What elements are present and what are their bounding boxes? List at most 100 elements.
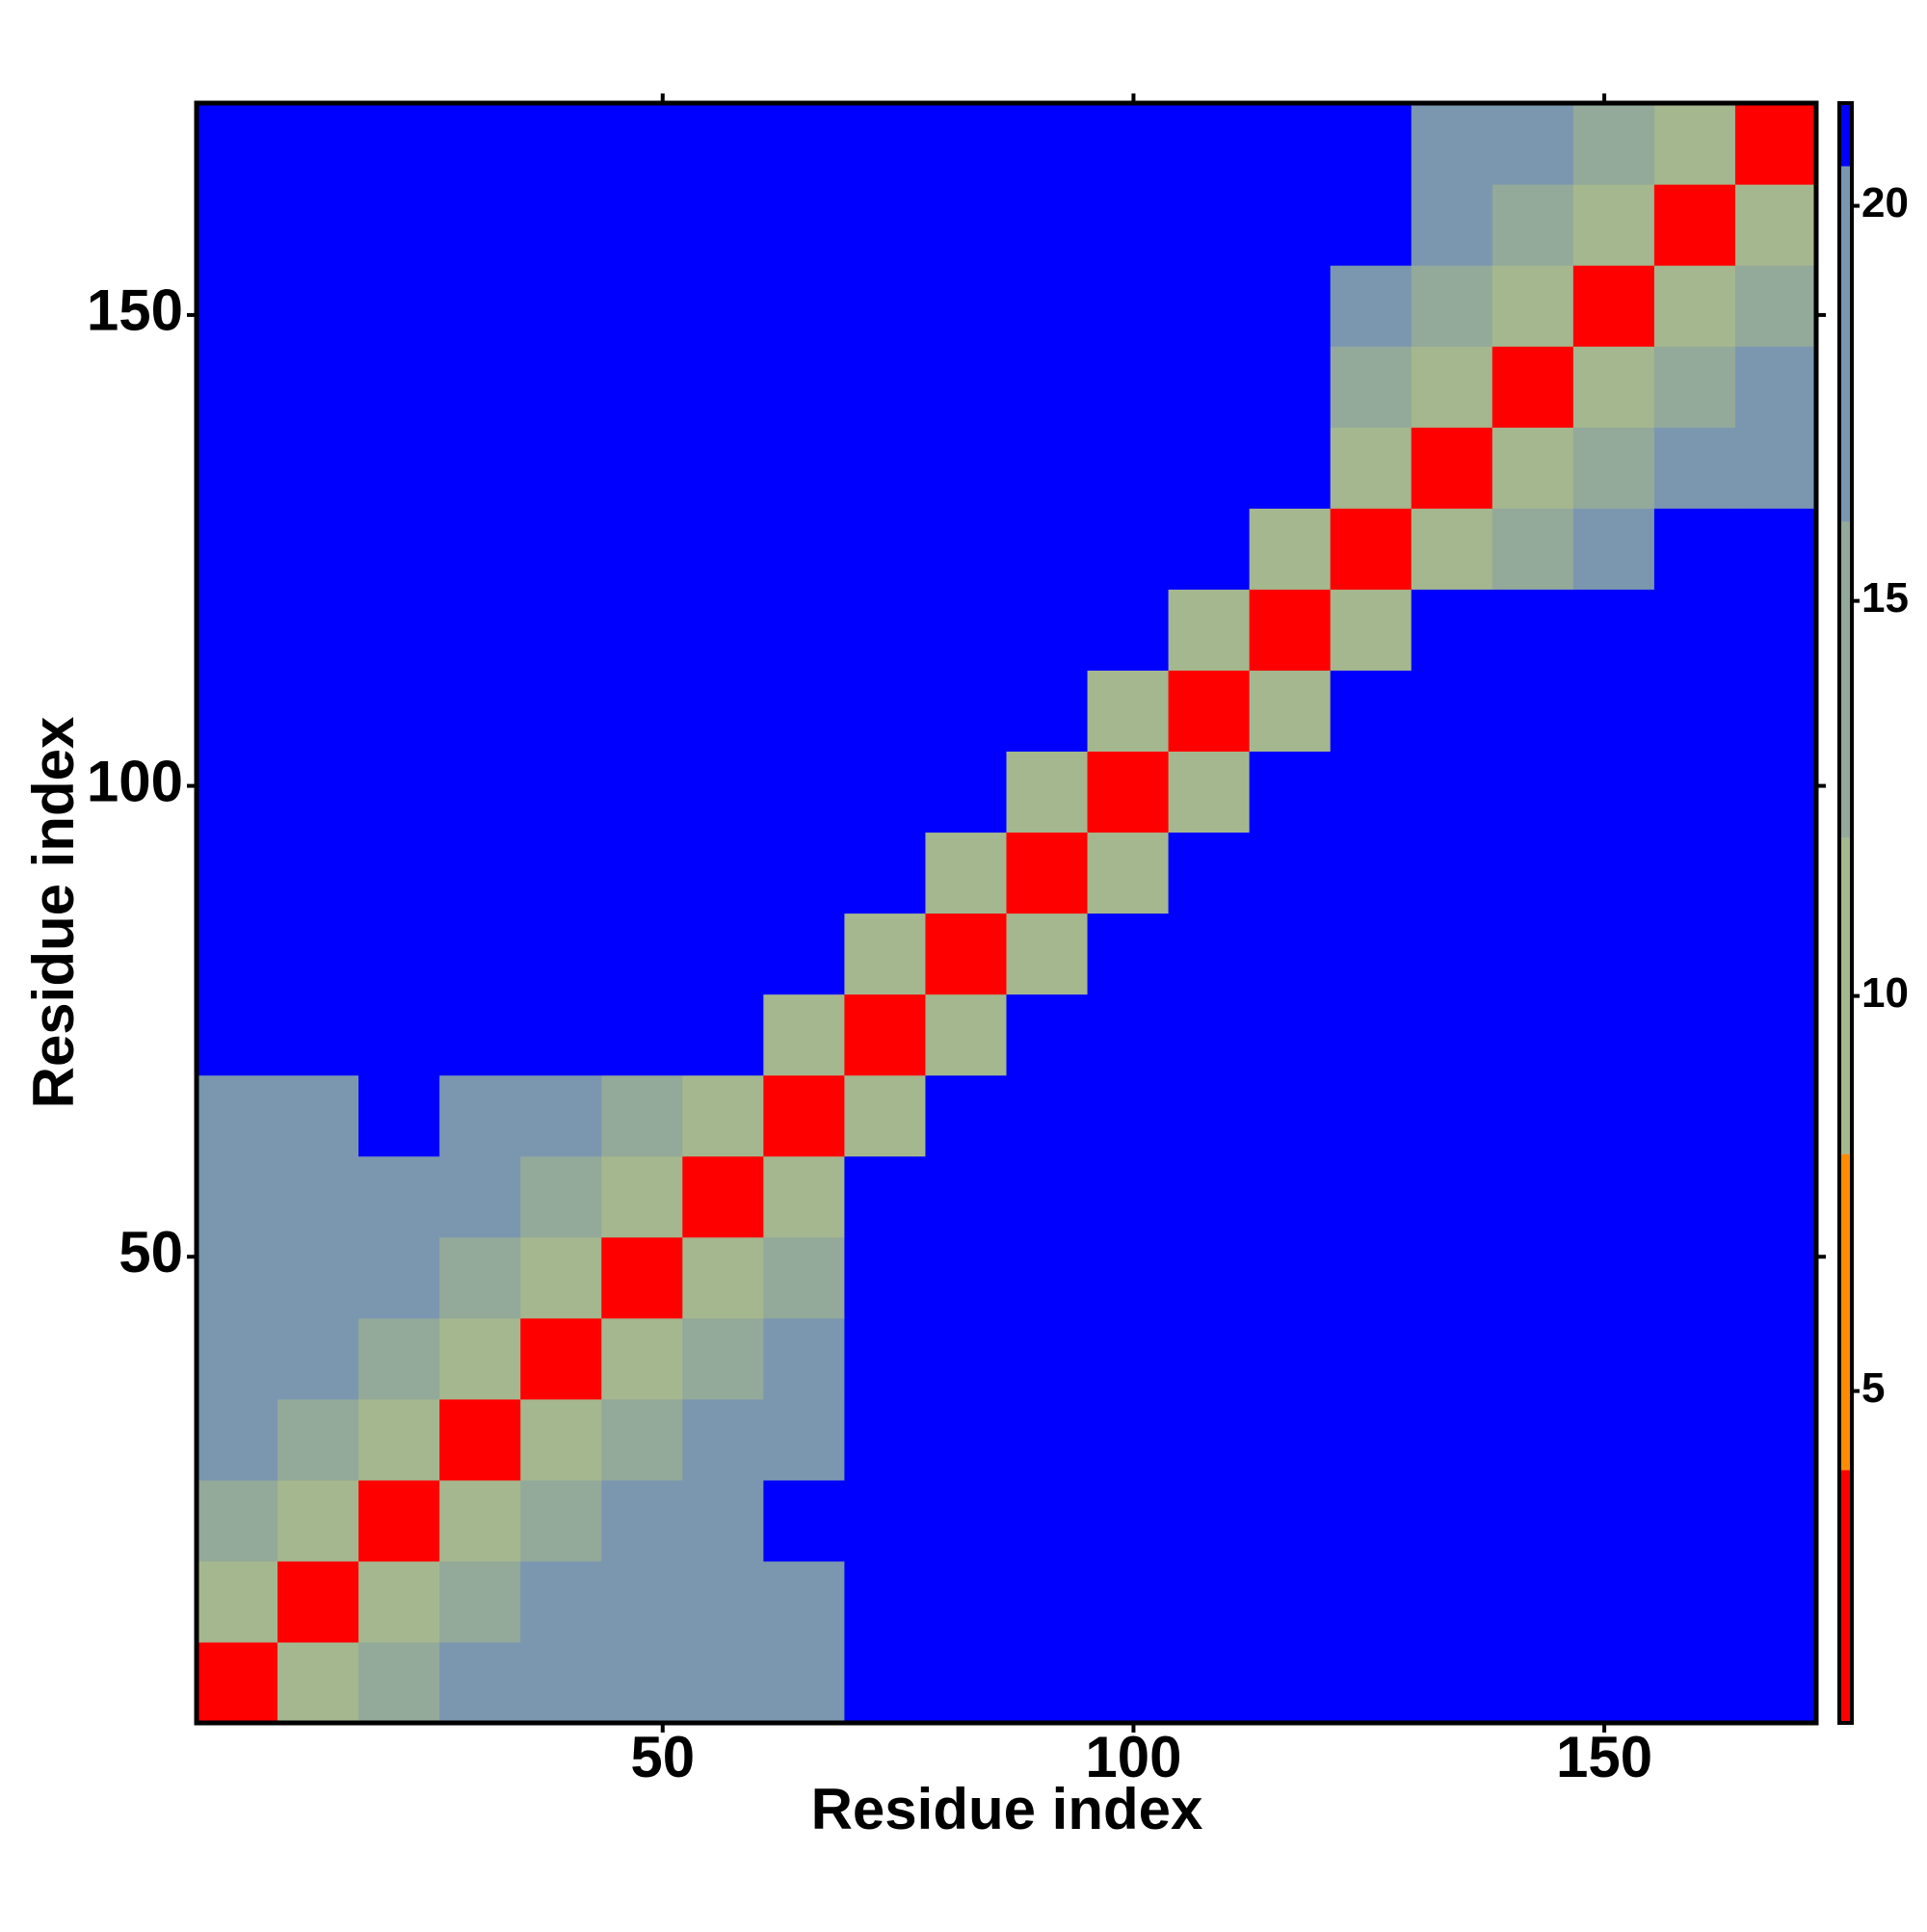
- heatmap-cell: [601, 913, 683, 995]
- heatmap-cell: [925, 1479, 1008, 1562]
- heatmap-cell: [1653, 427, 1736, 509]
- heatmap-cell: [1168, 832, 1251, 914]
- heatmap-cell: [1411, 103, 1493, 185]
- heatmap-cell: [1411, 346, 1493, 428]
- heatmap-cell: [763, 1074, 845, 1157]
- heatmap-cell: [1249, 1641, 1332, 1724]
- heatmap-cell: [197, 1398, 278, 1481]
- heatmap-cell: [601, 1074, 683, 1157]
- heatmap-cell: [358, 508, 440, 590]
- heatmap-cell: [197, 1479, 278, 1562]
- colorbar-band: [1839, 521, 1852, 838]
- heatmap-cell: [358, 589, 440, 671]
- heatmap-cell: [197, 346, 278, 428]
- heatmap-cell: [439, 508, 521, 590]
- heatmap-cell: [844, 427, 927, 509]
- heatmap-cell: [277, 993, 359, 1076]
- heatmap-cell: [358, 1560, 440, 1643]
- colorbar-band: [1839, 837, 1852, 1154]
- heatmap-cell: [520, 913, 602, 995]
- heatmap-cell: [277, 1560, 359, 1643]
- heatmap-cell: [844, 993, 927, 1076]
- heatmap-cell: [601, 508, 683, 590]
- heatmap-cell: [763, 184, 845, 266]
- heatmap-cell: [1491, 993, 1574, 1076]
- heatmap-cell: [682, 508, 764, 590]
- heatmap-cell: [277, 1398, 359, 1481]
- heatmap-cell: [1572, 1560, 1655, 1643]
- heatmap-cell: [1572, 1479, 1655, 1562]
- heatmap-cell: [1330, 265, 1412, 347]
- heatmap-cell: [1653, 993, 1736, 1076]
- heatmap-cell: [1006, 993, 1089, 1076]
- x-tick-label: 150: [1556, 1725, 1652, 1789]
- heatmap-cell: [1006, 1317, 1089, 1400]
- heatmap-cell: [1491, 1641, 1574, 1724]
- heatmap-cell: [1491, 832, 1574, 914]
- heatmap-cell: [1006, 1155, 1089, 1238]
- heatmap-cell: [763, 103, 845, 185]
- heatmap-cell: [520, 1479, 602, 1562]
- heatmap-cell: [277, 1317, 359, 1400]
- colorbar-band: [1839, 1469, 1852, 1723]
- heatmap-cell: [1411, 913, 1493, 995]
- heatmap-cell: [1411, 751, 1493, 834]
- heatmap-cell: [1572, 508, 1655, 590]
- heatmap-cell: [1411, 1074, 1493, 1157]
- x-axis-title: Residue index: [811, 1777, 1203, 1841]
- heatmap-cell: [1168, 346, 1251, 428]
- heatmap-cell: [1411, 1398, 1493, 1481]
- heatmap-cell: [1330, 1155, 1412, 1238]
- heatmap-cell: [1734, 670, 1817, 752]
- heatmap-cell: [1653, 1479, 1736, 1562]
- heatmap-cell: [682, 1560, 764, 1643]
- heatmap-cell: [439, 1398, 521, 1481]
- heatmap-cell: [1249, 1155, 1332, 1238]
- heatmap-cell: [520, 832, 602, 914]
- heatmap-cell: [358, 346, 440, 428]
- heatmap-cell: [1330, 427, 1412, 509]
- heatmap-cell: [197, 1317, 278, 1400]
- heatmap-cell: [763, 1560, 845, 1643]
- heatmap-cell: [1330, 1479, 1412, 1562]
- heatmap-cell: [277, 184, 359, 266]
- heatmap-cell: [763, 508, 845, 590]
- heatmap-cell: [1006, 913, 1089, 995]
- heatmap-cell: [763, 589, 845, 671]
- heatmap-cell: [1653, 1155, 1736, 1238]
- heatmap-cell: [763, 1398, 845, 1481]
- heatmap-cell: [439, 913, 521, 995]
- heatmap-cell: [844, 832, 927, 914]
- heatmap-cell: [682, 1155, 764, 1238]
- heatmap-cell: [1168, 184, 1251, 266]
- heatmap-cell: [1249, 670, 1332, 752]
- heatmap-cell: [1653, 751, 1736, 834]
- heatmap-cell: [925, 913, 1008, 995]
- heatmap-cell: [1491, 913, 1574, 995]
- heatmap-cell: [1734, 184, 1817, 266]
- heatmap-cell: [601, 1560, 683, 1643]
- heatmap-cell: [439, 993, 521, 1076]
- heatmap-cell: [1087, 346, 1170, 428]
- heatmap-cell: [197, 184, 278, 266]
- heatmap-cell: [277, 346, 359, 428]
- heatmap-cell: [520, 1560, 602, 1643]
- heatmap-cell: [844, 184, 927, 266]
- heatmap-cell: [1087, 1074, 1170, 1157]
- heatmap-cell: [682, 589, 764, 671]
- heatmap-cell: [1006, 103, 1089, 185]
- heatmap-cell: [1572, 265, 1655, 347]
- heatmap-cell: [1330, 346, 1412, 428]
- heatmap-cell: [439, 1236, 521, 1319]
- heatmap-cell: [1491, 1317, 1574, 1400]
- heatmap-cell: [1572, 184, 1655, 266]
- heatmap-cell: [601, 1236, 683, 1319]
- heatmap-cell: [277, 751, 359, 834]
- heatmap-cell: [1734, 103, 1817, 185]
- heatmap-cell: [1006, 265, 1089, 347]
- heatmap-cell: [1006, 184, 1089, 266]
- heatmap-cell: [520, 184, 602, 266]
- heatmap-cell: [925, 265, 1008, 347]
- heatmap-cell: [1734, 1641, 1817, 1724]
- heatmap-cell: [1653, 670, 1736, 752]
